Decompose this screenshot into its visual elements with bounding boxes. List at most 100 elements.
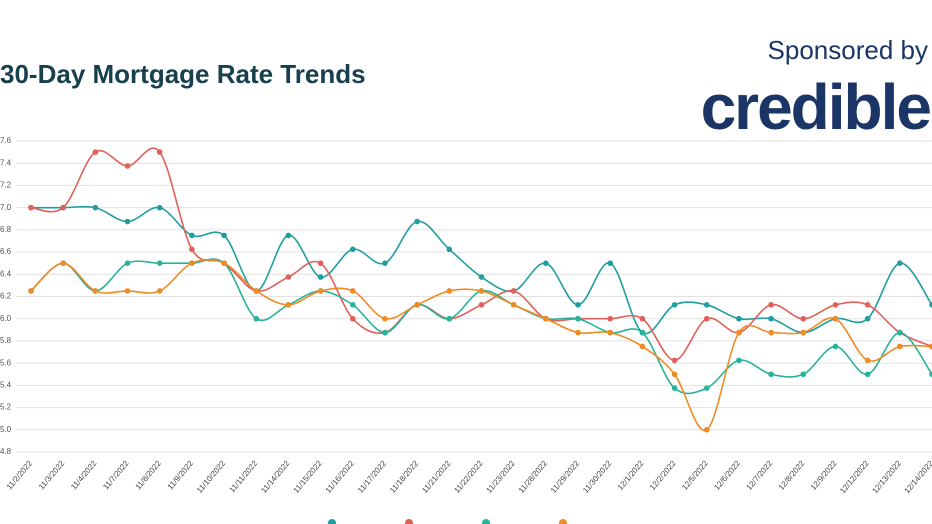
x-tick-label: 11/7/2022 [101,458,131,491]
data-point [317,260,324,266]
data-point [736,357,742,364]
x-tick-label: 11/21/2022 [420,458,453,494]
data-point [414,302,420,308]
data-point [800,315,807,322]
data-point [671,357,678,364]
data-point [349,288,356,294]
data-point [124,218,131,225]
data-point [156,288,163,294]
x-tick-label: 11/15/2022 [292,458,325,494]
data-point [607,260,614,266]
data-point [285,274,292,280]
x-tick-label: 11/28/2022 [517,458,550,494]
x-tick-label: 11/4/2022 [69,458,99,491]
x-tick-label: 11/10/2022 [195,458,228,494]
y-tick-label: 7.6 [0,136,12,145]
series-line [30,258,932,431]
data-point [317,274,324,280]
data-point [832,343,839,350]
legend-swatch [405,519,413,524]
legend-swatch [559,519,567,524]
data-point [189,246,195,253]
series-line [30,147,932,362]
data-point [736,315,742,322]
y-tick-label: 5.0 [0,425,12,434]
data-point [736,329,742,336]
data-point [768,302,774,308]
data-point [446,288,453,294]
x-tick-label: 12/14/2022 [903,458,932,495]
chart-title: 30-Day Mortgage Rate Trends [0,59,366,89]
data-point [607,329,614,336]
x-tick-label: 11/17/2022 [356,458,389,494]
x-tick-label: 12/12/2022 [838,458,871,495]
data-point [382,329,388,336]
data-point [671,302,678,308]
x-tick-label: 11/9/2022 [166,458,196,491]
data-point [28,204,34,211]
data-point [543,260,549,266]
data-point [156,260,163,266]
data-point [639,315,646,322]
data-point [897,343,903,350]
data-point [543,315,549,322]
data-point [221,232,227,239]
data-point [929,302,932,308]
data-point [285,302,292,308]
x-tick-label: 12/6/2022 [712,458,742,491]
data-point [189,260,195,266]
data-point [832,302,839,308]
data-point [446,246,453,253]
sponsor-label: Sponsored by [768,35,928,65]
x-tick-label: 11/29/2022 [549,458,582,494]
data-point [349,246,356,253]
data-point [864,315,871,322]
x-tick-label: 12/9/2022 [809,458,839,491]
data-point [124,163,131,169]
data-point [124,288,131,294]
sponsor-brand: credible [701,71,931,143]
data-point [703,302,710,308]
data-point [768,371,774,378]
y-tick-label: 6.2 [0,292,12,301]
x-tick-label: 11/18/2022 [388,458,421,494]
y-tick-label: 5.8 [0,336,12,345]
y-tick-label: 4.8 [0,447,12,456]
y-tick-label: 7.0 [0,203,12,212]
y-tick-label: 6.8 [0,225,12,234]
data-point [92,149,99,155]
data-point [703,315,710,322]
data-point [768,315,774,322]
x-tick-label: 11/23/2022 [485,458,518,494]
data-point [382,315,388,322]
data-point [221,260,227,266]
data-point [156,204,163,211]
data-point [414,218,420,225]
data-point [285,232,292,239]
data-point [703,385,710,391]
data-point [575,315,581,322]
x-tick-label: 11/16/2022 [324,458,357,494]
data-point [929,343,932,350]
x-tick-label: 12/13/2022 [870,458,903,495]
data-point [575,302,581,308]
y-tick-label: 5.4 [0,380,12,389]
data-point [60,260,66,266]
data-point [510,302,517,308]
data-point [28,288,34,294]
data-point [446,315,453,322]
x-tick-label: 11/14/2022 [259,458,292,494]
y-tick-label: 6.0 [0,314,12,323]
data-point [800,329,807,336]
x-tick-label: 11/2/2022 [5,458,35,491]
x-tick-label: 11/11/2022 [228,458,260,494]
data-point [703,426,710,433]
data-point [864,357,871,364]
series-line [31,205,932,335]
data-point [189,232,195,239]
data-point [382,260,388,266]
x-tick-label: 11/8/2022 [133,458,163,491]
data-point [253,315,260,322]
y-tick-label: 5.2 [0,403,12,412]
